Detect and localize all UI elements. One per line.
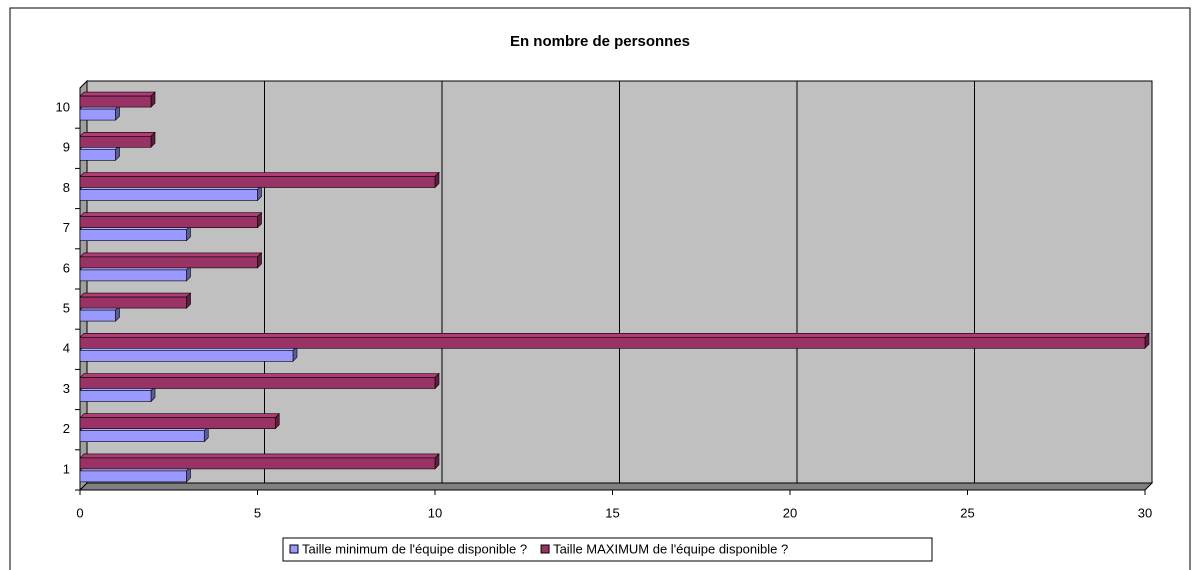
x-tick-label: 15 bbox=[605, 505, 619, 520]
y-tick-label: 9 bbox=[63, 140, 70, 155]
y-tick-label: 8 bbox=[63, 180, 70, 195]
bar bbox=[79, 108, 116, 121]
bar bbox=[79, 136, 152, 148]
y-tick-label: 5 bbox=[63, 301, 70, 316]
bar-top bbox=[79, 172, 440, 177]
bar bbox=[79, 176, 436, 188]
y-tick-label: 3 bbox=[63, 381, 70, 396]
floor bbox=[78, 482, 1154, 491]
bar bbox=[79, 149, 116, 161]
bar bbox=[79, 309, 116, 322]
bar-top bbox=[79, 413, 280, 419]
bar-top bbox=[79, 453, 440, 459]
bar bbox=[79, 377, 436, 389]
legend-swatch bbox=[289, 544, 299, 554]
bar-top bbox=[79, 91, 156, 97]
y-tick-label: 2 bbox=[63, 421, 70, 436]
bar bbox=[79, 349, 294, 362]
bar bbox=[79, 390, 152, 402]
bar bbox=[79, 216, 258, 228]
legend-label: Taille minimum de l'équipe disponible ? bbox=[302, 541, 527, 556]
bar bbox=[79, 296, 187, 309]
x-tick-label: 0 bbox=[76, 505, 83, 520]
x-tick-label: 10 bbox=[428, 505, 442, 520]
y-tick-label: 4 bbox=[63, 341, 70, 356]
bar bbox=[79, 336, 1146, 349]
y-tick-label: 1 bbox=[63, 461, 70, 476]
legend-label: Taille MAXIMUM de l'équipe disponible ? bbox=[553, 541, 788, 556]
bar bbox=[79, 470, 187, 483]
legend-swatch bbox=[540, 544, 550, 554]
bar bbox=[79, 417, 276, 430]
bar-top bbox=[79, 373, 440, 378]
y-tick-label: 10 bbox=[56, 100, 70, 115]
bar-top bbox=[79, 132, 156, 137]
chart-title: En nombre de personnes bbox=[510, 33, 690, 50]
bar-top bbox=[79, 252, 263, 258]
y-tick-label: 6 bbox=[63, 260, 70, 275]
x-tick-label: 25 bbox=[960, 505, 974, 520]
bar bbox=[79, 256, 258, 269]
bar-top bbox=[79, 212, 263, 217]
bar bbox=[79, 229, 187, 241]
bar bbox=[79, 269, 187, 282]
bar bbox=[79, 457, 436, 470]
x-tick-label: 30 bbox=[1138, 505, 1152, 520]
bar-top bbox=[79, 332, 1150, 338]
x-tick-label: 5 bbox=[254, 505, 261, 520]
bar bbox=[79, 95, 152, 108]
bar bbox=[79, 430, 205, 443]
bar-top bbox=[79, 292, 192, 298]
legend-box bbox=[282, 537, 933, 562]
y-tick-label: 7 bbox=[63, 220, 70, 235]
bar bbox=[79, 189, 258, 201]
x-tick-label: 20 bbox=[783, 505, 797, 520]
